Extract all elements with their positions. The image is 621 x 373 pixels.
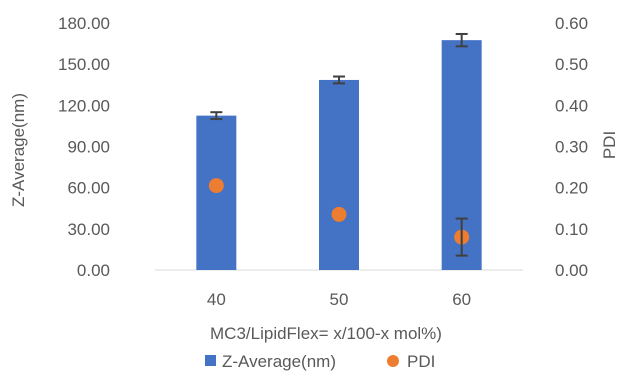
y-tick-label: 120.00 [58, 96, 110, 115]
x-axis-title: MC3/LipidFlex= x/100-x mol%) [210, 324, 442, 343]
point-pdi-50 [331, 206, 347, 222]
y2-tick-label: 0.60 [555, 14, 588, 33]
pdi-series [208, 178, 470, 245]
legend-swatch-z-average [205, 355, 216, 366]
point-pdi-40 [208, 178, 224, 194]
y-tick-label: 60.00 [67, 179, 110, 198]
legend-label-z-average: Z-Average(nm) [222, 352, 336, 371]
y-tick-label: 90.00 [67, 138, 110, 157]
y2-tick-label: 0.20 [555, 179, 588, 198]
x-tick-label: 60 [452, 290, 471, 309]
bar-z-average-50 [319, 79, 359, 270]
y-axis-title: Z-Average(nm) [9, 93, 28, 207]
legend-swatch-pdi [387, 355, 399, 367]
y-tick-label: 0.00 [77, 261, 110, 280]
y2-tick-label: 0.30 [555, 138, 588, 157]
y-tick-label: 180.00 [58, 14, 110, 33]
legend: Z-Average(nm) PDI [205, 352, 435, 371]
y2-axis-title: PDI [600, 131, 619, 159]
legend-label-pdi: PDI [407, 352, 435, 371]
y2-tick-label: 0.50 [555, 55, 588, 74]
error-bars [210, 32, 468, 257]
error-bar-pdi-60 [455, 217, 468, 257]
bar-series [196, 40, 482, 271]
y-tick-label: 150.00 [58, 55, 110, 74]
error-bar-z-average-40 [210, 111, 223, 121]
y2-axis-ticks: 0.00 0.10 0.20 0.30 0.40 0.50 0.60 [555, 14, 588, 280]
x-tick-label: 50 [330, 290, 349, 309]
y2-tick-label: 0.00 [555, 261, 588, 280]
y2-tick-label: 0.40 [555, 96, 588, 115]
y2-tick-label: 0.10 [555, 220, 588, 239]
y-axis-ticks: 0.00 30.00 60.00 90.00 120.00 150.00 180.00 [58, 14, 110, 280]
x-tick-label: 40 [207, 290, 226, 309]
error-bar-z-average-50 [333, 75, 345, 85]
x-axis-ticks: 40 50 60 [155, 269, 523, 309]
y-tick-label: 30.00 [67, 220, 110, 239]
error-bar-z-average-60 [455, 32, 468, 48]
